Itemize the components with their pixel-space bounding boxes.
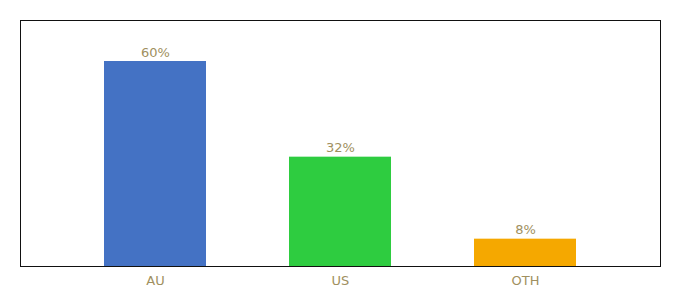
- svg-text:US: US: [332, 273, 350, 288]
- svg-text:OTH: OTH: [512, 273, 540, 288]
- svg-text:AU: AU: [146, 273, 164, 288]
- svg-text:60%: 60%: [141, 45, 170, 60]
- svg-text:8%: 8%: [515, 222, 536, 237]
- svg-text:32%: 32%: [326, 140, 355, 155]
